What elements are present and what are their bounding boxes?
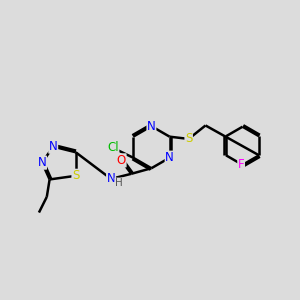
Text: F: F — [238, 158, 244, 171]
Text: S: S — [185, 132, 192, 146]
Text: H: H — [115, 178, 123, 188]
Text: O: O — [117, 154, 126, 167]
Text: N: N — [38, 156, 46, 169]
Text: N: N — [147, 120, 156, 133]
Text: N: N — [49, 140, 58, 153]
Text: S: S — [72, 169, 80, 182]
Text: Cl: Cl — [107, 141, 119, 154]
Text: N: N — [106, 172, 116, 185]
Text: N: N — [165, 151, 174, 164]
